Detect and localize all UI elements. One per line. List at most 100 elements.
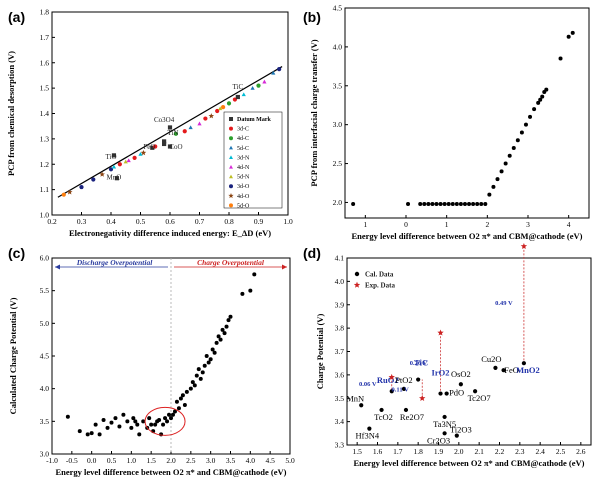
data-point: [473, 389, 478, 394]
data-point: [194, 373, 199, 378]
panel-label: (c): [8, 245, 25, 261]
data-point: [262, 79, 267, 84]
data-point: [167, 125, 173, 130]
data-point: [454, 433, 459, 438]
x-tick-label: -0.5: [66, 456, 78, 465]
y-tick-label: 3.5: [335, 394, 345, 403]
data-point: [162, 139, 167, 144]
data-point: [208, 113, 215, 119]
data-point: [483, 202, 488, 206]
data-point: [180, 393, 185, 398]
legend-marker: [229, 136, 233, 141]
data-point: [536, 100, 541, 105]
legend-label: Cal. Data: [365, 271, 394, 279]
point-annotation: Hf3N4: [356, 431, 380, 441]
legend-marker: [229, 184, 233, 189]
x-tick-label: 1: [363, 220, 367, 229]
x-axis-label: Electronegativity difference induced ene…: [69, 228, 271, 238]
x-tick-label: 2.5: [186, 456, 196, 465]
data-point: [491, 184, 496, 189]
exp-data-point: [419, 394, 426, 401]
point-annotation: TcO2: [374, 412, 393, 422]
data-point: [169, 416, 173, 421]
x-tick-label: 1.5: [146, 456, 156, 465]
data-point: [170, 412, 175, 417]
y-tick-label: 1.8: [40, 8, 50, 17]
data-point: [467, 202, 472, 206]
point-annotation: Ti2O3: [450, 425, 472, 435]
data-point: [218, 337, 223, 342]
data-point: [515, 138, 520, 143]
legend-marker: [229, 126, 233, 131]
data-point: [210, 347, 215, 352]
data-point: [444, 391, 449, 396]
legend-marker: [229, 145, 233, 150]
discharge-label: Discharge Overpotential: [76, 258, 154, 267]
data-point: [137, 432, 142, 437]
x-tick-label: 1.5: [352, 447, 362, 456]
data-point: [218, 106, 223, 111]
data-point: [85, 432, 90, 437]
legend-label: 5d-N: [237, 175, 250, 181]
y-tick-label: 2.5: [333, 159, 343, 168]
data-point: [204, 354, 209, 358]
x-tick-label: 2.1: [474, 447, 484, 456]
data-point: [125, 419, 130, 424]
data-point: [220, 327, 225, 332]
gap-label: 0.11 V: [392, 386, 410, 393]
data-point: [147, 416, 152, 421]
x-tick-label: 0.3: [77, 217, 87, 226]
x-tick-label: 3: [526, 220, 530, 229]
y-tick-label: 3.3: [335, 441, 345, 450]
data-point: [197, 121, 202, 126]
data-point: [111, 164, 117, 169]
legend-title: Datum Mark: [237, 117, 271, 123]
data-point: [248, 288, 253, 293]
data-point: [182, 129, 187, 134]
y-tick-label: 1.0: [40, 211, 50, 220]
y-tick-label: 3.5: [333, 81, 343, 90]
data-point: [157, 418, 162, 423]
y-tick-label: 6.0: [40, 254, 50, 263]
y-tick-label: 1.4: [40, 109, 50, 118]
point-annotation: MnN: [346, 393, 364, 403]
x-tick-label: 1: [445, 220, 449, 229]
data-point: [123, 159, 128, 164]
data-point: [165, 419, 170, 424]
x-tick-label: 3.5: [226, 456, 236, 465]
data-point: [271, 70, 276, 75]
legend-box: [223, 111, 283, 209]
charge-arrowhead: [282, 264, 287, 270]
data-point: [235, 94, 240, 100]
point-annotation: TiN: [167, 129, 178, 137]
data-point: [162, 141, 167, 147]
legend-label: 3d-O: [237, 184, 250, 190]
point-annotation: Tc2O7: [468, 393, 491, 403]
data-point: [105, 425, 110, 430]
data-point: [240, 291, 245, 296]
gap-label: 0.26 V: [410, 360, 428, 367]
data-point: [214, 340, 219, 345]
data-point: [250, 86, 255, 90]
x-tick-label: 2.4: [535, 447, 545, 456]
data-point: [458, 202, 463, 206]
discharge-arrowhead: [55, 264, 60, 270]
x-tick-label: 5.0: [285, 456, 295, 465]
data-point: [256, 83, 261, 88]
y-tick-label: 1.3: [40, 134, 50, 143]
panel-a: 0.2 0.3 0.4 0.5 0.6 0.7 0.8 0.9 1.0 1.0 1.1 1.2 1.3 1…: [6, 8, 293, 239]
data-point: [111, 153, 117, 158]
data-point: [163, 416, 168, 421]
point-annotation: TiC: [414, 358, 428, 368]
y-tick-label: 4.5: [40, 352, 50, 361]
data-point: [172, 409, 177, 414]
data-point: [188, 125, 193, 130]
legend-label: 4d-N: [237, 165, 250, 171]
data-point: [224, 324, 229, 329]
point-annotation: OsO2: [451, 369, 471, 379]
x-tick-label: 2.0: [166, 456, 176, 465]
data-point: [442, 431, 447, 436]
x-tick-label: 0.2: [47, 217, 57, 226]
data-point: [178, 396, 183, 401]
